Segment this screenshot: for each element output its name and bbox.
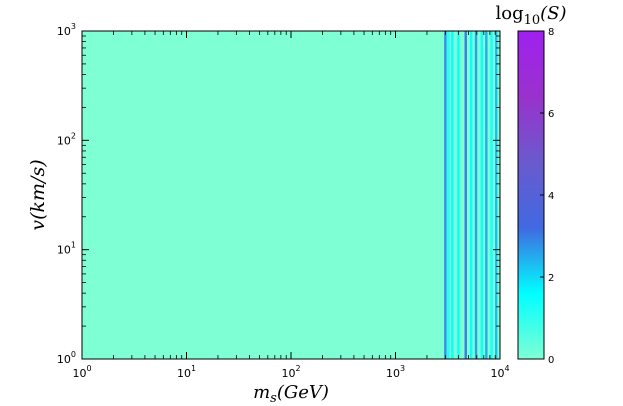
colorbar-tick-label: 8 [548,27,554,38]
heatmap-band-4 [464,31,467,359]
heatmap-band-8 [485,31,488,359]
heatmap-band-3 [457,31,460,359]
heatmap-band-1 [447,31,450,359]
heatmap-band-7 [480,31,484,359]
x-tick-label: 104 [490,364,509,380]
x-tick-label: 103 [386,364,405,380]
bands-layer [444,31,498,359]
heatmap-band-0 [444,31,447,359]
heatmap-band-10 [495,31,498,359]
x-tick-label: 102 [281,364,300,380]
x-tick-label: 100 [72,364,91,380]
colorbar-tick-label: 0 [548,355,554,366]
y-tick-label: 102 [57,131,76,147]
colorbar-tick-label: 4 [548,191,554,202]
y-axis-label: v(km/s) [27,159,49,230]
colorbar-tick-label: 2 [548,273,554,284]
heatmap-band-2 [451,31,454,359]
colorbar-title: log10(S) [495,3,566,28]
ticks-layer: 100 101 102 103 104 100 101 102 103 [57,22,510,380]
x-axis-label: ms(GeV) [253,382,329,406]
colorbar: 0 2 4 6 8 [517,27,554,366]
heatmap-band-6 [474,31,478,359]
x-tick-label: 101 [177,364,196,380]
y-tick-label: 103 [57,22,76,38]
plot-background [82,31,500,359]
heatmap-band-9 [490,31,493,359]
y-tick-label: 100 [57,350,76,366]
plot-frame [81,30,501,360]
y-tick-label: 101 [57,241,76,257]
heatmap-band-5 [469,31,473,359]
colorbar-tick-label: 6 [548,109,554,120]
